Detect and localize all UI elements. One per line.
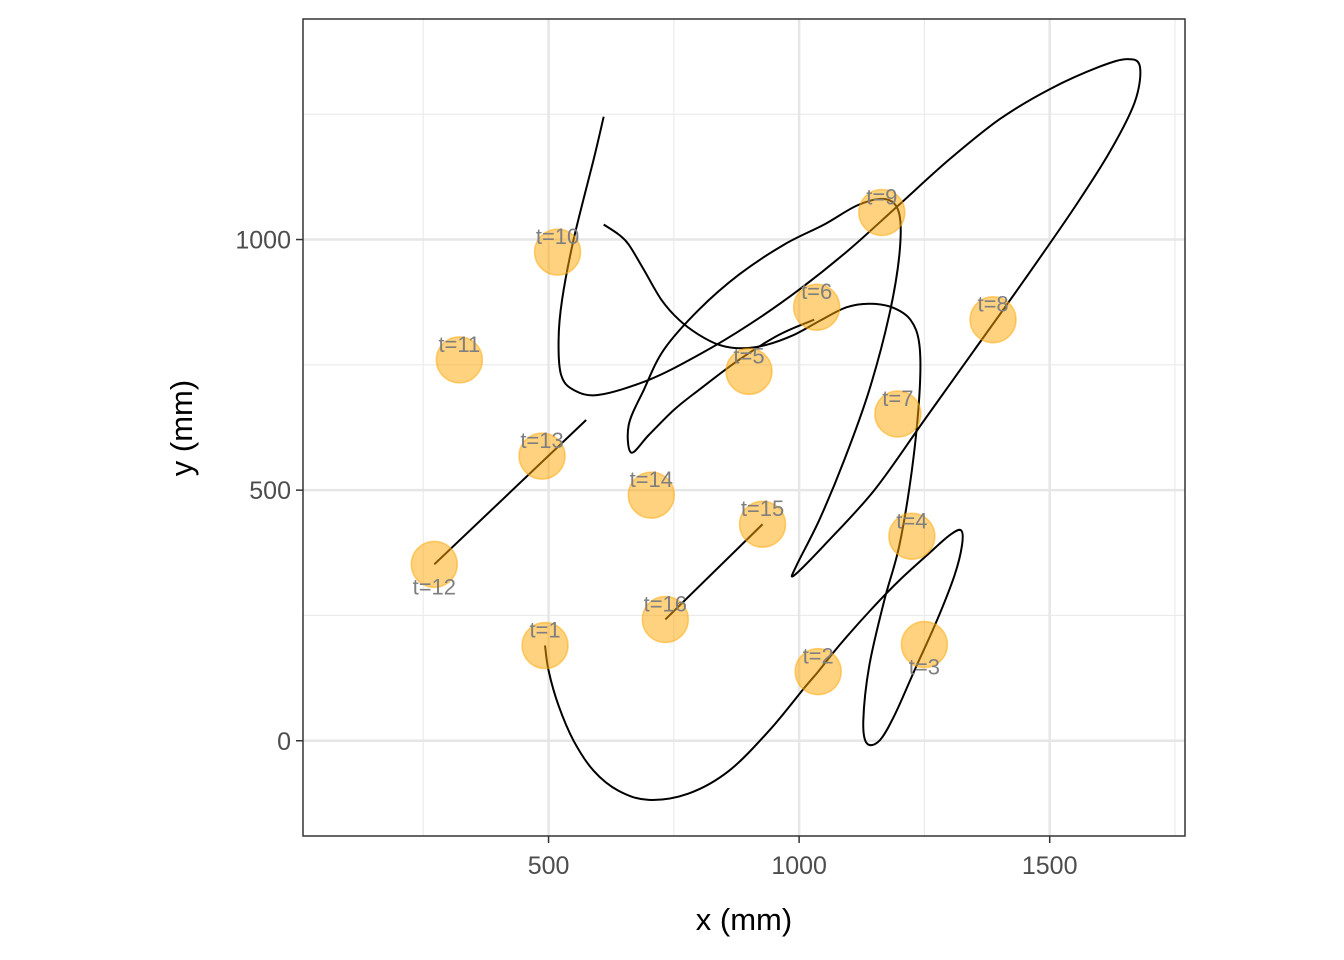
- x-axis-ticks: 500 1000 1500: [528, 836, 1078, 880]
- point-label-t8: t=8: [977, 292, 1008, 317]
- x-axis-title: x (mm): [696, 902, 792, 937]
- point-t15: [738, 500, 787, 548]
- point-label-t6: t=6: [801, 279, 832, 304]
- y-axis-ticks: 0 500 1000: [235, 227, 303, 756]
- point-label-t16: t=16: [644, 591, 687, 616]
- point-t12: [410, 540, 459, 589]
- point-label-t7: t=7: [882, 386, 913, 411]
- point-t6: [792, 283, 841, 331]
- point-t9: [858, 188, 906, 237]
- point-t1: [521, 621, 569, 670]
- point-label-t13: t=13: [520, 428, 563, 453]
- point-t4: [888, 512, 936, 561]
- x-tick-label-0: 500: [528, 852, 570, 880]
- point-t8: [969, 295, 1017, 344]
- point-label-t14: t=14: [630, 467, 673, 492]
- panel-border: [302, 18, 1186, 837]
- y-axis-title: y (mm): [164, 380, 199, 476]
- trajectory-curve-1: [544, 223, 964, 801]
- point-labels: t=1 t=2 t=3 t=4 t=5 t=6 t=7 t=8 t=9 t=10 t=11 t=12 t…: [413, 184, 1009, 679]
- point-label-t15: t=15: [741, 496, 784, 521]
- point-t13: [518, 432, 566, 480]
- point-label-t10: t=10: [536, 224, 579, 249]
- point-t11: [435, 336, 484, 384]
- point-label-t12: t=12: [413, 574, 456, 599]
- point-label-t4: t=4: [896, 508, 927, 533]
- y-tick-label-1: 500: [249, 477, 291, 505]
- point-t16: [641, 595, 690, 644]
- point-t5: [725, 347, 773, 396]
- x-tick-label-1: 1000: [771, 852, 827, 880]
- point-label-t5: t=5: [733, 343, 764, 368]
- major-gridlines: [303, 19, 1185, 836]
- point-t2: [794, 647, 842, 696]
- y-tick-label-0: 0: [277, 728, 291, 756]
- point-label-t1: t=1: [529, 618, 560, 643]
- point-label-t2: t=2: [803, 644, 834, 669]
- point-label-t3: t=3: [909, 655, 940, 680]
- point-t14: [627, 471, 676, 519]
- plot-panel: t=1 t=2 t=3 t=4 t=5 t=6 t=7 t=8 t=9 t=10 t=11 t=12 t…: [302, 18, 1186, 837]
- point-label-t11: t=11: [438, 332, 480, 357]
- point-label-t9: t=9: [866, 184, 897, 209]
- panel-background: [303, 19, 1185, 836]
- point-t10: [533, 228, 582, 276]
- trajectory-curve-2: [557, 58, 1142, 578]
- x-tick-label-2: 1500: [1022, 852, 1078, 880]
- data-points: [410, 188, 1017, 696]
- y-tick-label-2: 1000: [235, 227, 291, 255]
- point-t7: [874, 390, 922, 438]
- point-t3: [900, 620, 949, 669]
